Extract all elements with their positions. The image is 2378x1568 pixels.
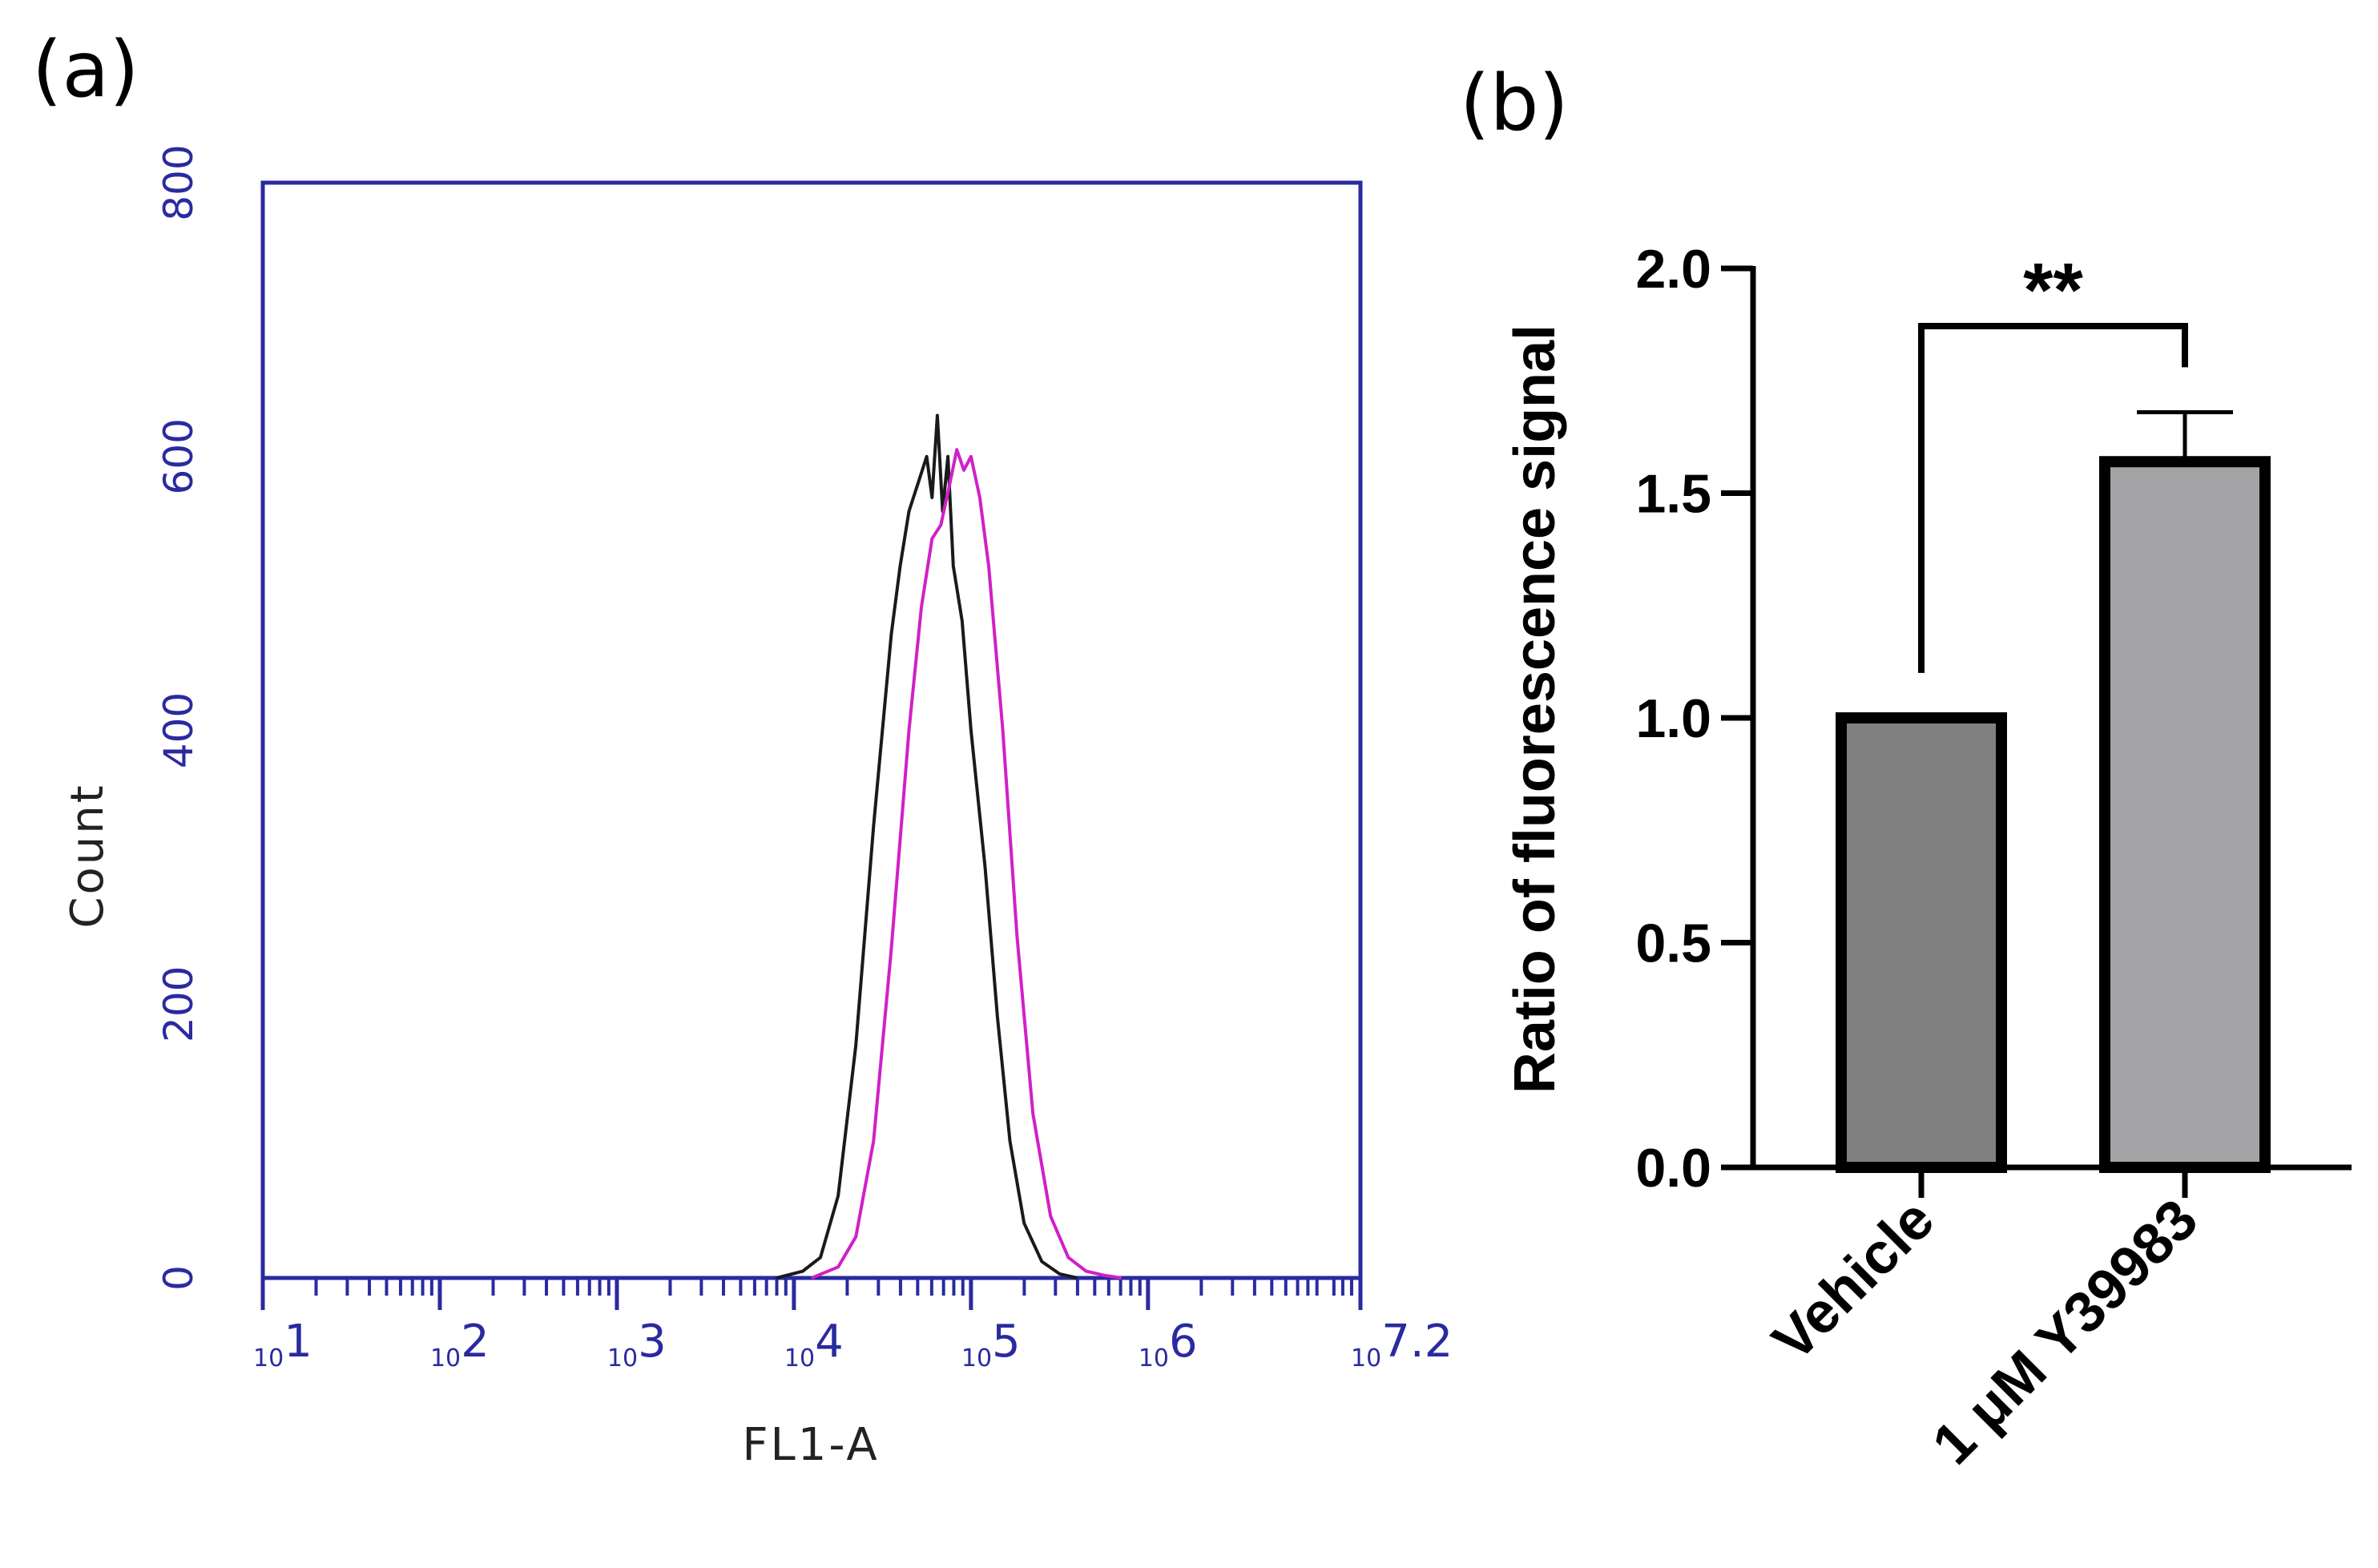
flow-x-tick-exponent: 1: [284, 1316, 312, 1368]
flow-x-tick-base: 10: [253, 1344, 284, 1373]
flow-x-tick-exponent: 3: [638, 1316, 667, 1368]
flow-x-tick-label: 105: [961, 1316, 1021, 1373]
bar-y-tick-label: 1.0: [1635, 688, 1711, 749]
significance-bracket: **: [1918, 248, 2188, 673]
bar-series: [1836, 410, 2271, 1173]
flow-x-tick-base: 10: [784, 1344, 815, 1373]
bar-y-tick-labels: 0.0 0.5 1.0 1.5 2.0: [1635, 239, 1711, 1199]
flow-x-tick-exponent: 6: [1169, 1316, 1198, 1368]
panel-a-label: (a): [32, 25, 139, 115]
flow-x-tick-base: 10: [961, 1344, 992, 1373]
flow-x-tick-base: 10: [1139, 1344, 1169, 1373]
flow-y-tick-label: 200: [155, 966, 202, 1042]
bar-y-tick-label: 0.5: [1635, 913, 1711, 974]
flow-x-tick-base: 10: [607, 1344, 638, 1373]
bar-y-tick-label: 2.0: [1635, 239, 1711, 300]
significance-bracket-line: [1918, 323, 2188, 673]
flow-y-tick-label: 0: [155, 1265, 202, 1291]
bar-category-label: Vehicle: [1760, 1187, 1946, 1373]
flow-y-tick-label: 600: [155, 418, 202, 494]
vehicle-bar: [1836, 712, 2007, 1173]
flow-x-tick-base: 10: [1351, 1344, 1381, 1373]
flow-y-axis-label: Count: [62, 783, 114, 928]
flow-x-tick-base: 10: [430, 1344, 461, 1373]
flow-x-minor-ticks: [314, 1278, 1362, 1296]
flow-x-tick-label: 103: [607, 1316, 667, 1373]
flow-x-tick-label: 102: [430, 1316, 490, 1373]
bar-y-axis-label: Ratio of fluorescence signal: [1503, 324, 1567, 1094]
flow-y-tick-labels: 0 200 400 600 800: [155, 144, 202, 1291]
flow-x-tick-exponent: 4: [815, 1316, 844, 1368]
flow-y-tick-label: 400: [155, 692, 202, 768]
flow-x-axis-label: FL1-A: [742, 1419, 879, 1471]
flow-x-tick-exponent: 5: [992, 1316, 1021, 1368]
flow-x-tick-label: 104: [784, 1316, 844, 1373]
flow-x-tick-label: 106: [1139, 1316, 1198, 1373]
treated-bar: [2099, 456, 2271, 1173]
flow-x-tick-labels: 101 102 103 104 105 106 107.2: [253, 1278, 1453, 1373]
bar-y-tick-label: 0.0: [1635, 1138, 1711, 1199]
flow-y-tick-label: 800: [155, 144, 202, 220]
flow-x-tick-exponent: 2: [461, 1316, 490, 1368]
flow-x-tick-exponent: 7.2: [1381, 1316, 1453, 1368]
flow-series-traces: [776, 413, 1122, 1280]
panel-b-label: (b): [1460, 58, 1569, 148]
significance-marker: **: [2023, 248, 2083, 333]
flow-plot-frame: [260, 180, 1363, 1280]
bar-category-label: 1 μM Y39983: [1921, 1187, 2210, 1477]
flow-x-tick-label: 107.2: [1351, 1316, 1453, 1373]
bar-y-tick-label: 1.5: [1635, 464, 1711, 525]
vehicle-trace: [776, 413, 1078, 1280]
flow-x-tick-label: 101: [253, 1316, 312, 1373]
treated-trace: [811, 448, 1122, 1280]
